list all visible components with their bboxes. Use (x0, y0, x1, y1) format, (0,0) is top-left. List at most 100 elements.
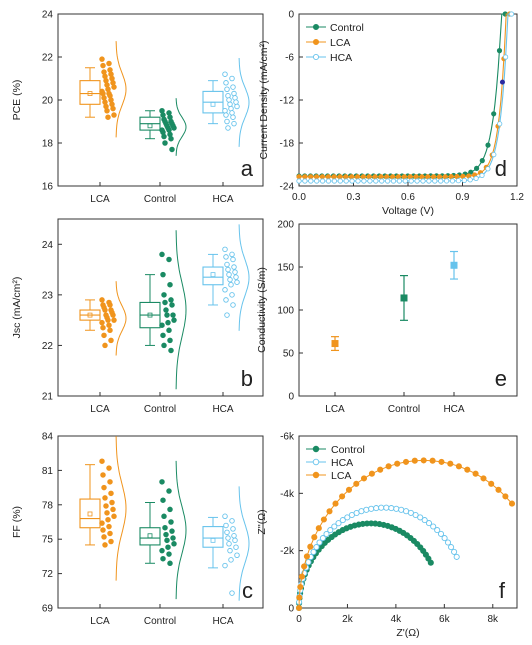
box-group-hca (202, 486, 250, 601)
data-point (227, 547, 233, 554)
data-point (107, 92, 113, 99)
data-point (160, 112, 166, 118)
data-point (104, 107, 110, 114)
nyquist-point (301, 563, 308, 570)
box (79, 80, 101, 105)
nyquist-point (420, 457, 427, 464)
jv-point (443, 178, 450, 184)
y-tick-label: 0 (288, 10, 294, 21)
data-point (160, 271, 166, 278)
jv-point (355, 178, 361, 184)
y-tick-label: -24 (280, 182, 295, 193)
nyquist-point (411, 457, 418, 464)
y-tick-label: -6 (285, 53, 294, 64)
data-point (225, 266, 231, 273)
data-point (229, 292, 235, 298)
jv-point (491, 152, 497, 158)
box (139, 527, 161, 546)
jv-point (432, 178, 438, 184)
nyquist-point (315, 525, 322, 532)
data-point (159, 479, 165, 485)
series-hca (295, 504, 460, 612)
errorbar-lca (331, 336, 339, 352)
distribution-curve (238, 224, 250, 331)
data-point (101, 332, 107, 339)
data-point (108, 97, 114, 103)
x-tick-label: HCA (212, 194, 233, 205)
jv-point (379, 178, 385, 184)
jv-point (473, 175, 479, 181)
data-point (109, 75, 115, 82)
jv-point (442, 174, 448, 180)
jv-point (373, 178, 379, 184)
nyquist-point (508, 500, 516, 507)
panel-letter: f (499, 578, 506, 603)
panel-letter: d (495, 156, 507, 181)
data-point (110, 80, 116, 86)
data-point (159, 322, 165, 328)
mean-marker (210, 537, 216, 543)
data-point (101, 69, 107, 75)
y-tick-label: -2k (280, 546, 295, 557)
data-point (169, 302, 175, 308)
data-point (167, 337, 173, 344)
jv-point (402, 178, 408, 184)
data-point (226, 271, 232, 278)
mean-marker (210, 101, 216, 107)
data-point (232, 95, 238, 101)
jv-point (331, 174, 337, 180)
data-point (161, 133, 167, 140)
data-point (160, 555, 166, 562)
data-point (162, 299, 168, 306)
data-point (168, 519, 174, 525)
data-point (100, 472, 106, 478)
data-point (107, 327, 113, 334)
data-point (109, 101, 115, 108)
y-tick-label: 23 (42, 290, 54, 301)
series-control (296, 11, 508, 179)
plot-frame (298, 223, 518, 397)
data-point (99, 520, 105, 526)
jv-point (497, 121, 503, 127)
x-tick-label: 2k (342, 614, 354, 625)
nyquist-point (323, 530, 330, 538)
data-point (169, 146, 175, 153)
nyquist-point (373, 505, 380, 512)
nyquist-point (444, 539, 452, 546)
data-point (102, 542, 108, 548)
data-point (161, 292, 167, 298)
data-point (224, 312, 230, 318)
data-point (233, 99, 239, 105)
nyquist-point (377, 466, 384, 473)
data-point (166, 551, 172, 557)
jv-point (337, 178, 343, 184)
distribution-curve (115, 436, 127, 581)
y-axis-label: Jsc (mA/cm²) (11, 277, 23, 339)
data-point (166, 256, 172, 263)
data-point (159, 547, 165, 554)
data-point (102, 342, 108, 349)
nyquist-point (316, 539, 323, 546)
jv-point (430, 174, 437, 180)
data-point (164, 312, 170, 318)
nyquist-point (455, 463, 462, 470)
data-point (99, 458, 105, 464)
jv-point (401, 174, 407, 180)
data-point (108, 490, 114, 497)
box-group-hca (202, 57, 250, 147)
y-tick-label: 69 (42, 604, 54, 615)
x-tick-label: HCA (212, 616, 233, 627)
jv-point (479, 172, 485, 178)
y-tick-label: 75 (42, 535, 54, 546)
nyquist-point (502, 493, 509, 500)
jv-point (308, 174, 314, 180)
data-point (107, 479, 113, 485)
jv-point (485, 166, 491, 172)
data-point (222, 513, 228, 520)
jv-point (479, 158, 485, 164)
nyquist-point (363, 506, 370, 513)
data-point (228, 105, 234, 112)
nyquist-point (438, 458, 445, 465)
box-group-hca (202, 224, 250, 331)
data-point (167, 560, 173, 567)
